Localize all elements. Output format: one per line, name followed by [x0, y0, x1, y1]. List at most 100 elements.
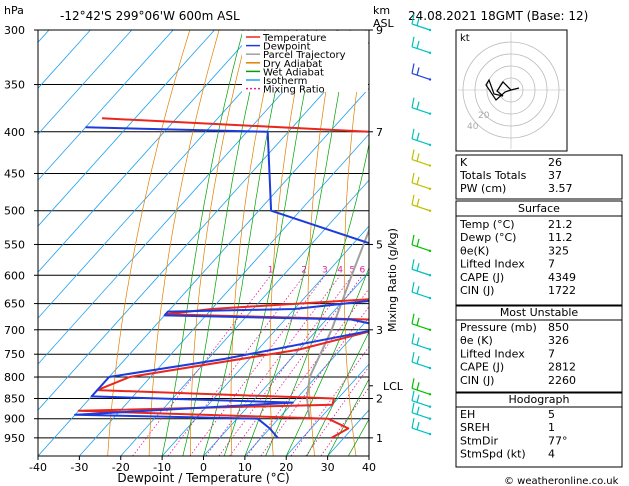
isotherm-line — [38, 30, 257, 273]
mixing-ratio-label: 4 — [337, 265, 343, 275]
mixing-ratio-label: 5 — [349, 265, 355, 275]
temp-tick-label: 10 — [238, 461, 252, 474]
mixing-ratio-label: 20 — [431, 265, 443, 275]
most-unstable-row-value: 2260 — [548, 374, 576, 387]
isotherm-line — [38, 30, 339, 365]
wet-adiabat — [285, 266, 369, 456]
legend-label: Dry Adiabat — [263, 59, 322, 70]
temp-tick-label: -40 — [29, 461, 47, 474]
wind-barb-shaft — [411, 244, 431, 252]
temp-tick-label: 0 — [200, 461, 207, 474]
wind-barb-flag — [416, 263, 420, 272]
pressure-tick-label: 450 — [4, 167, 25, 180]
wind-barb-station — [428, 143, 432, 147]
wet-adiabat — [306, 330, 369, 456]
most-unstable-row-label: Pressure (mb) — [460, 321, 537, 334]
wind-barb-flag — [411, 351, 415, 363]
wind-barb-shaft — [411, 323, 431, 331]
wind-barb-shaft — [411, 204, 431, 212]
temp-tick-label: 20 — [279, 461, 293, 474]
surface-row-label: θe(K) — [460, 244, 489, 257]
indices-top-box — [455, 154, 623, 200]
dry-adiabat — [190, 30, 249, 456]
plot-lines: 1 2 3 4 5 6 8 10 16 20 25 — [38, 30, 443, 456]
hodograph-ring-label: 20 — [478, 111, 490, 121]
km-tick-label: 1 — [376, 432, 383, 445]
wind-barb-shaft — [411, 158, 431, 167]
pressure-tick-label: 350 — [4, 79, 25, 92]
legend-label: Mixing Ratio — [263, 85, 325, 96]
temp-tick-label: 40 — [362, 461, 376, 474]
mixing-ratio-line — [205, 275, 341, 456]
wind-barb-shaft — [411, 23, 431, 31]
hodograph-ring-label: 40 — [467, 122, 479, 132]
wind-barb-flag — [411, 172, 415, 183]
wind-barb-shaft — [411, 268, 431, 276]
parcel-trajectory-line — [306, 227, 369, 419]
mixing-ratio-line — [320, 386, 369, 456]
surface-row-value: 325 — [548, 244, 569, 257]
wind-barb-station — [428, 328, 432, 331]
asl-axis-label: ASL — [373, 17, 395, 30]
most-unstable-title: Most Unstable — [500, 306, 579, 319]
pressure-tick-label: 800 — [4, 371, 25, 384]
wind-barb-shaft — [411, 387, 431, 395]
hodograph-index-box — [455, 392, 623, 468]
isotherm-line — [38, 30, 298, 319]
wind-barb-flag — [411, 313, 415, 324]
isotherm-line — [38, 30, 174, 181]
mixing-ratio-label: 1 — [268, 265, 274, 275]
mixing-ratio-label: 8 — [376, 265, 382, 275]
wind-barb-flag — [416, 382, 420, 391]
most-unstable-row-label: CAPE (J) — [460, 361, 504, 374]
surface-row-label: CIN (J) — [460, 284, 494, 297]
surface-title: Surface — [518, 202, 560, 215]
hodograph-storm-motion — [510, 87, 520, 91]
wind-barb-station — [428, 417, 432, 420]
wind-barb-station — [428, 274, 432, 277]
wind-barb-flag — [416, 67, 420, 76]
wind-barb-flag — [416, 317, 420, 326]
wind-barb-station — [428, 432, 432, 436]
wind-barb-flag — [416, 198, 420, 207]
index-row-value: 26 — [548, 156, 562, 169]
surface-row-value: 7 — [548, 258, 555, 271]
hodograph-index-title: Hodograph — [509, 393, 570, 406]
wind-barb-station — [428, 28, 432, 32]
pressure-tick-label: 300 — [4, 24, 25, 37]
wind-barb-shaft — [411, 107, 431, 115]
dewpoint-line — [74, 126, 369, 439]
wind-barb-flag — [416, 176, 420, 185]
wind-barb-flag — [416, 17, 420, 27]
index-row-label: PW (cm) — [460, 182, 506, 195]
km-tick-label: 3 — [376, 324, 383, 337]
isotherm-line — [161, 225, 369, 456]
mixing-ratio-line — [218, 275, 353, 456]
wind-barb-shaft — [411, 400, 431, 408]
pressure-tick-label: 950 — [4, 432, 25, 445]
wind-barb-flag — [416, 285, 420, 295]
index-row-value: 37 — [548, 169, 562, 182]
wind-barb-flag — [416, 132, 420, 141]
wind-barb-shaft — [411, 427, 431, 435]
isotherm-line — [38, 30, 215, 227]
mixing-ratio-axis-title: Mixing Ratio (g/kg) — [386, 228, 399, 332]
pressure-tick-label: 500 — [4, 205, 25, 218]
surface-row-label: Dewp (°C) — [460, 231, 516, 244]
wind-barb-station — [428, 164, 432, 167]
legend-label: Wet Adiabat — [263, 67, 324, 78]
surface-row-value: 21.2 — [548, 218, 573, 231]
mixing-ratio-label: 2 — [301, 265, 307, 275]
wind-barb-flag — [411, 63, 415, 74]
hodograph-trace — [485, 78, 512, 101]
wind-barb-shaft — [411, 138, 431, 146]
mixing-ratio-line — [132, 275, 272, 456]
isotherm-line — [203, 271, 369, 456]
indices-panel: K 26 Totals Totals 37 PW (cm) 3.57 SurfaceTemp… — [455, 154, 623, 468]
surface-row-value: 1722 — [548, 284, 576, 297]
surface-row-label: Lifted Index — [460, 258, 525, 271]
hodograph-index-row-label: StmSpd (kt) — [460, 448, 526, 461]
